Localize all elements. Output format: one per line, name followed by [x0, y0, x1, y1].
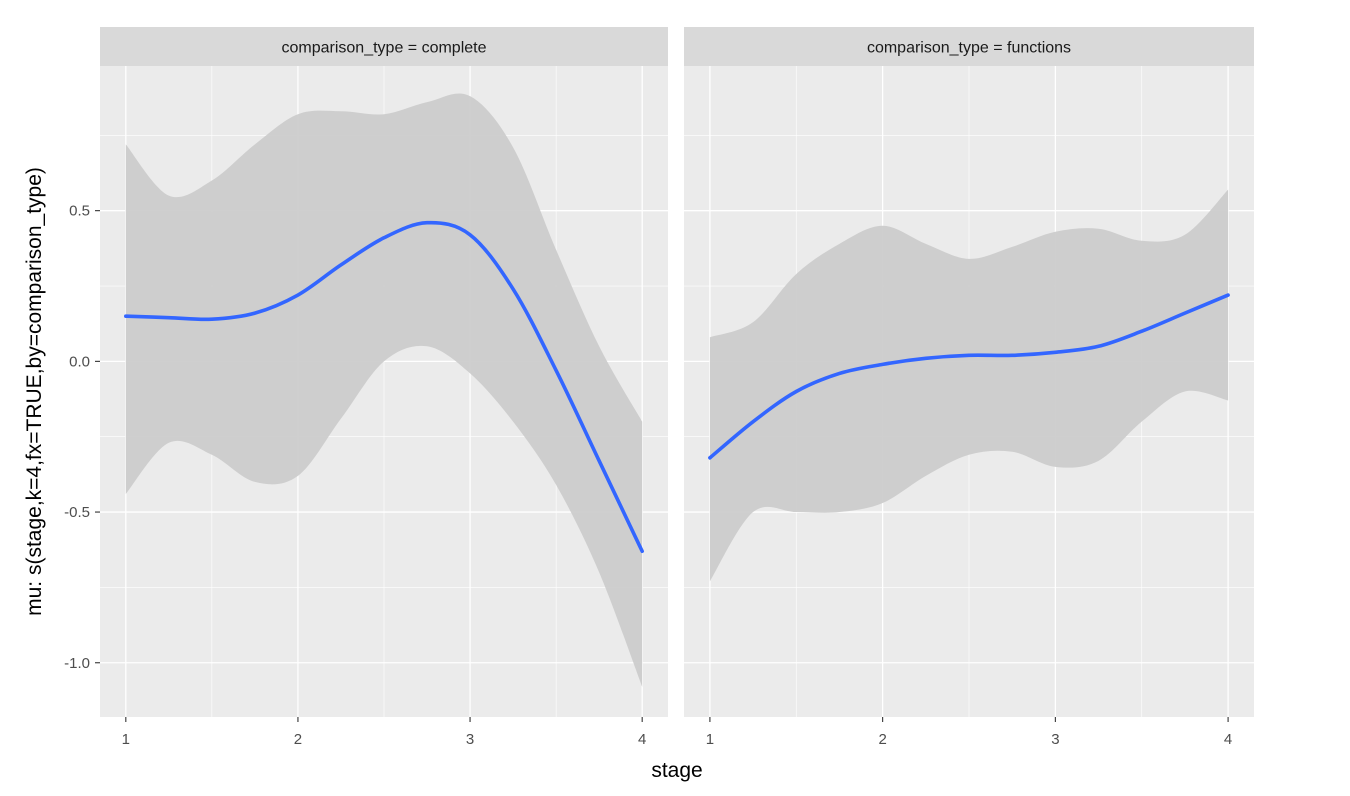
facet-strip-label: comparison_type = complete [282, 40, 487, 57]
facet-strip-label: comparison_type = functions [867, 40, 1071, 57]
confidence-ribbon [709, 189, 1229, 582]
smooth-fit-line [708, 293, 1230, 460]
y-tick-label: -0.5 [64, 504, 90, 521]
y-tick-label: -1.0 [64, 655, 90, 672]
y-axis-title: mu: s(stage,k=4,fx=TRUE,by=comparison_ty… [23, 167, 46, 616]
facet-strip [100, 27, 668, 66]
y-tick-label: 0.5 [69, 203, 90, 220]
confidence-ribbon [125, 93, 643, 687]
x-tick-label: 1 [706, 731, 714, 748]
x-tick-label: 2 [294, 731, 302, 748]
x-tick-label: 4 [638, 731, 646, 748]
facet-panel-1: comparison_type = complete 1 2 3 4 -1.0 -0.5 0.… [64, 27, 668, 748]
x-axis-title: stage [651, 759, 702, 782]
x-tick-label: 3 [466, 731, 474, 748]
y-tick-label: 0.0 [69, 353, 90, 370]
smooth-fit-line [124, 220, 644, 554]
facet-panel-2: comparison_type = functions 1 2 3 4 [684, 27, 1254, 748]
x-tick-label: 1 [122, 731, 130, 748]
x-tick-label: 2 [878, 731, 886, 748]
x-tick-label: 3 [1051, 731, 1059, 748]
x-tick-label: 4 [1224, 731, 1232, 748]
facet-strip [684, 27, 1254, 66]
